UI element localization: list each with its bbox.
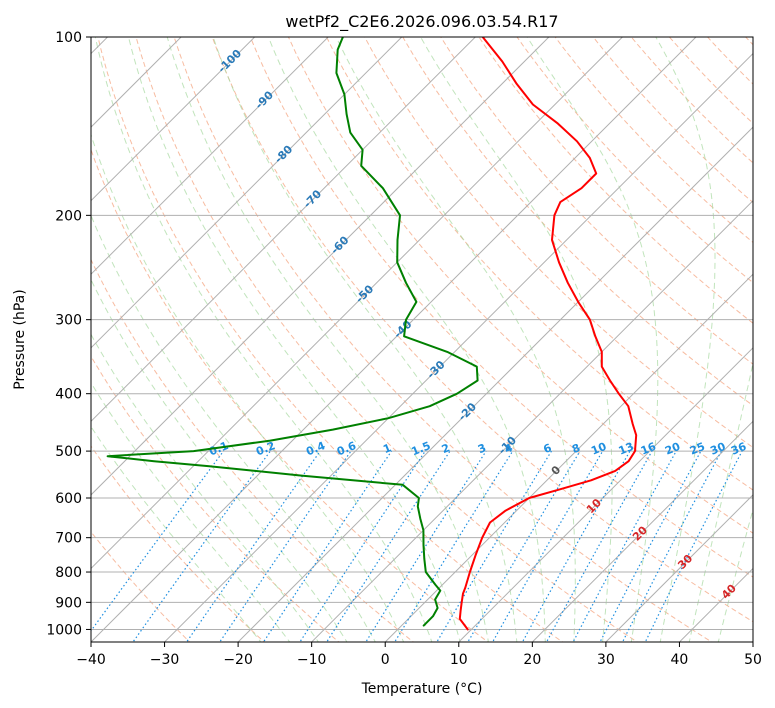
isotherm bbox=[310, 199, 753, 642]
mixing-ratio-line bbox=[185, 450, 321, 642]
mixing-ratio-label: 10 bbox=[589, 440, 608, 458]
isotherm bbox=[237, 126, 753, 642]
x-tick-label: −40 bbox=[76, 652, 106, 668]
isotherm bbox=[163, 52, 753, 642]
dry-adiabat bbox=[91, 445, 265, 642]
mixing-ratio-label: 16 bbox=[639, 440, 658, 458]
dry-adiabat bbox=[440, 37, 753, 365]
mixing-ratio-label: 2 bbox=[440, 441, 452, 456]
isotherm bbox=[91, 37, 329, 275]
y-tick-label: 300 bbox=[55, 313, 82, 329]
isotherm bbox=[458, 347, 753, 642]
mixing-ratio-line bbox=[394, 450, 514, 642]
isotherm bbox=[384, 273, 753, 642]
mixing-ratio-line bbox=[91, 450, 224, 632]
y-tick-label: 200 bbox=[55, 208, 82, 224]
y-tick-label: 1000 bbox=[46, 622, 82, 638]
dry-adiabat bbox=[554, 37, 753, 244]
moist-adiabat bbox=[91, 214, 376, 642]
mixing-ratio-label: 3 bbox=[476, 441, 488, 456]
x-tick-label: −30 bbox=[150, 652, 180, 668]
y-tick-label: 600 bbox=[55, 491, 82, 507]
mixing-ratio-line bbox=[299, 450, 426, 642]
isotherm bbox=[605, 494, 753, 642]
mixing-ratio-line bbox=[365, 450, 487, 642]
isotherm bbox=[91, 37, 477, 423]
dry-adiabat bbox=[91, 148, 489, 642]
dry-adiabat bbox=[173, 37, 713, 642]
mixing-ratio-label: 13 bbox=[617, 440, 636, 458]
y-tick-label: 700 bbox=[55, 531, 82, 547]
y-axis-label: Pressure (hPa) bbox=[12, 289, 28, 389]
x-tick-label: −10 bbox=[297, 652, 327, 668]
mixing-ratio-label: 30 bbox=[708, 440, 727, 458]
y-tick-label: 100 bbox=[55, 30, 82, 46]
moist-adiabat bbox=[91, 133, 405, 642]
x-tick-label: 10 bbox=[450, 652, 468, 668]
mixing-ratio-line bbox=[132, 450, 271, 642]
isotherm bbox=[91, 37, 624, 570]
moist-adiabat bbox=[91, 425, 262, 642]
dewpoint-profile-line bbox=[106, 37, 479, 627]
dry-adiabat bbox=[249, 37, 753, 578]
plot-frame bbox=[90, 36, 754, 643]
dry-adiabat bbox=[630, 37, 753, 164]
dry-adiabat bbox=[97, 37, 564, 642]
isotherm bbox=[91, 37, 697, 642]
mixing-ratio-line bbox=[599, 450, 702, 642]
mixing-ratio-label: 36 bbox=[729, 440, 748, 458]
y-tick-label: 900 bbox=[55, 595, 82, 611]
isotherm bbox=[531, 420, 753, 642]
x-tick-label: 50 bbox=[744, 652, 762, 668]
isotherm bbox=[91, 37, 182, 128]
dry-adiabat bbox=[91, 531, 191, 642]
dry-adiabat bbox=[211, 37, 753, 623]
axis-ticks: −40 −30 −20 −10 0 10 20 30 40 50 100 200 300 400 500 60… bbox=[46, 30, 762, 668]
y-tick-label: 500 bbox=[55, 444, 82, 460]
series-layer bbox=[106, 37, 638, 631]
y-tick-label: 400 bbox=[55, 387, 82, 403]
mixing-ratio-line bbox=[572, 450, 677, 642]
mixing-ratio-line bbox=[467, 450, 581, 642]
mixing-ratio-line bbox=[621, 450, 722, 642]
x-tick-label: 30 bbox=[597, 652, 615, 668]
dry-adiabat bbox=[135, 37, 639, 642]
mixing-ratio-label: 1 bbox=[381, 441, 393, 456]
x-tick-label: 40 bbox=[671, 652, 689, 668]
dry-adiabat bbox=[478, 37, 753, 324]
dry-adiabat bbox=[325, 37, 753, 491]
y-tick-label: 800 bbox=[55, 565, 82, 581]
x-tick-label: −20 bbox=[223, 652, 253, 668]
dry-adiabat bbox=[592, 37, 753, 204]
isotherm bbox=[91, 37, 256, 202]
mixing-ratio-line bbox=[262, 450, 392, 642]
chart-title: wetPf2_C2E6.2026.096.03.54.R17 bbox=[285, 12, 558, 32]
mixing-ratio-line bbox=[219, 450, 352, 642]
x-axis-label: Temperature (°C) bbox=[361, 681, 483, 697]
isotherm bbox=[91, 37, 403, 349]
x-tick-label: 20 bbox=[523, 652, 541, 668]
x-tick-label: 0 bbox=[381, 652, 390, 668]
isotherm bbox=[91, 37, 550, 496]
mixing-ratio-label: 8 bbox=[570, 441, 582, 456]
moist-adiabat bbox=[91, 381, 291, 642]
dry-adiabat bbox=[364, 37, 753, 449]
mixing-ratio-line bbox=[325, 450, 451, 642]
dry-adiabat bbox=[287, 37, 753, 534]
mixing-ratio-label: 25 bbox=[688, 440, 707, 458]
mixing-ratio-label: 20 bbox=[663, 440, 682, 458]
temperature-profile-line bbox=[458, 37, 638, 631]
dry-adiabat bbox=[91, 258, 415, 642]
background-lines bbox=[91, 37, 753, 642]
